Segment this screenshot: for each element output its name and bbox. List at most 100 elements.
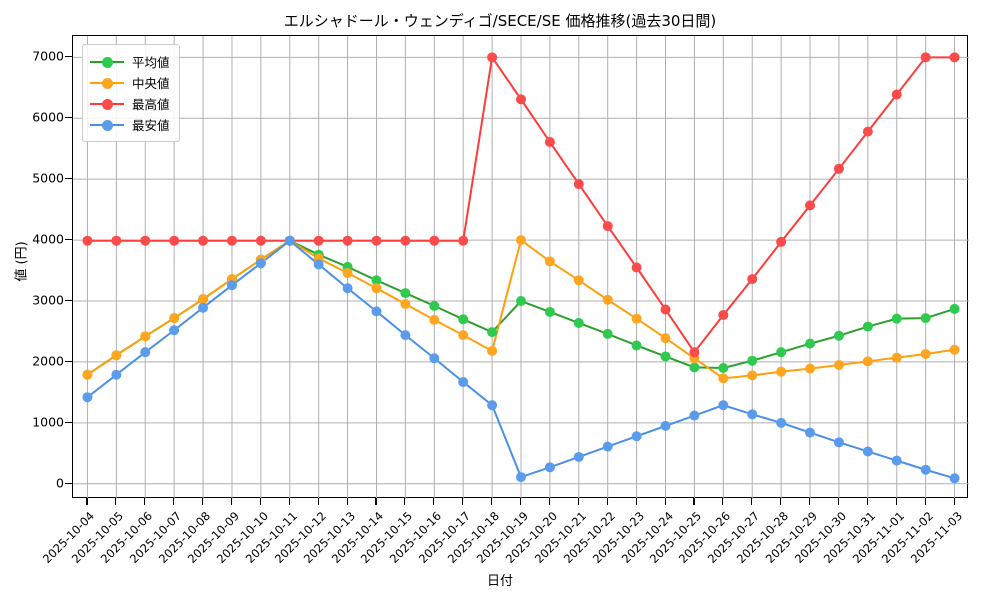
x-axis-tick-labels: 2025-10-04 2025-10-05 2025-10-06 2025-10-07… [40, 506, 968, 576]
data-point [833, 163, 844, 174]
y-axis-tick-mark [65, 56, 72, 58]
data-point [747, 409, 758, 420]
data-point [516, 94, 526, 105]
data-point [660, 333, 671, 344]
data-point [920, 349, 931, 360]
y-axis-tick-mark [65, 178, 72, 180]
data-point [111, 350, 122, 361]
data-point [458, 330, 469, 341]
data-point [516, 296, 526, 307]
x-axis-tick-mark [837, 498, 840, 505]
data-point [660, 304, 671, 315]
x-axis-tick-mark [606, 498, 608, 505]
data-point [891, 352, 902, 363]
data-point [602, 328, 613, 339]
x-axis-tick-mark [693, 498, 695, 505]
x-axis-tick-mark [86, 498, 88, 505]
x-axis-tick-mark [259, 498, 261, 505]
legend-label: 平均値 [132, 55, 170, 70]
x-axis-tick-mark [230, 498, 233, 505]
x-axis-tick-mark [780, 498, 782, 505]
data-point [718, 400, 729, 411]
data-point [487, 327, 498, 338]
y-axis-tick-label: 3000 [32, 292, 64, 308]
y-axis-tick-mark [65, 117, 72, 119]
data-point [198, 294, 209, 305]
y-axis-tick-label: 7000 [32, 48, 64, 64]
x-axis-tick-mark [577, 498, 579, 505]
y-axis-tick-mark [65, 239, 72, 241]
data-point [949, 473, 960, 484]
x-axis-label: 日付 [486, 574, 513, 589]
chart-legend[interactable]: 平均値中央値最高値最安値 [82, 44, 180, 142]
data-point [776, 236, 787, 247]
data-point [284, 235, 295, 246]
legend-item-1[interactable]: 中央値 [90, 72, 170, 93]
data-point [891, 455, 902, 466]
data-point [487, 52, 498, 63]
data-point [805, 200, 816, 211]
data-point [313, 235, 324, 246]
data-point [371, 275, 382, 286]
x-axis-tick-mark [664, 498, 666, 505]
legend-item-0[interactable]: 平均値 [90, 51, 170, 72]
data-point [862, 446, 873, 457]
data-point [660, 420, 671, 431]
data-point [111, 369, 122, 380]
data-point [82, 392, 93, 403]
data-point [487, 345, 498, 356]
data-point [631, 262, 642, 273]
x-axis-tick-mark [202, 498, 204, 505]
x-axis-tick-mark [288, 498, 290, 505]
x-axis-tick-marks [72, 498, 968, 506]
data-point [689, 410, 700, 421]
data-point [805, 427, 816, 438]
data-point [949, 344, 960, 355]
y-axis-tick-label: 0 [56, 475, 64, 491]
data-point [544, 306, 555, 317]
data-point [400, 288, 411, 299]
data-point [573, 179, 584, 190]
data-point [920, 313, 931, 324]
legend-item-3[interactable]: 最安値 [90, 114, 170, 135]
legend-label: 最高値 [132, 97, 170, 112]
legend-swatch-icon [90, 55, 124, 69]
data-point [920, 464, 931, 475]
data-point [544, 256, 555, 267]
data-point [169, 313, 180, 324]
data-point [429, 353, 440, 364]
data-point [226, 280, 237, 291]
y-axis-tick-label: 5000 [32, 170, 64, 186]
data-point [891, 313, 902, 324]
data-point [140, 347, 151, 358]
data-point [862, 126, 873, 137]
legend-item-2[interactable]: 最高値 [90, 93, 170, 114]
x-axis-tick-mark [462, 498, 464, 505]
x-axis-tick-mark [433, 498, 435, 505]
y-axis-tick-labels: 0 1000 2000 3000 4000 5000 6000 7000 [0, 35, 64, 498]
data-point [718, 363, 729, 374]
y-axis-tick-mark [65, 300, 72, 302]
data-point [862, 356, 873, 367]
data-point [458, 377, 469, 388]
data-point [140, 235, 151, 246]
y-axis-tick-label: 2000 [32, 353, 64, 369]
data-point [82, 369, 93, 380]
data-point [82, 235, 93, 246]
data-point [602, 441, 613, 452]
data-point [747, 370, 758, 381]
plot-area [72, 35, 969, 499]
x-axis-tick-mark [722, 498, 724, 505]
x-axis-tick-mark [173, 498, 175, 505]
data-point [833, 437, 844, 448]
data-point [255, 235, 266, 246]
x-axis-tick-mark [548, 498, 550, 505]
data-point [544, 462, 555, 473]
data-point [718, 310, 729, 321]
x-axis-tick-mark [924, 498, 926, 505]
data-point [949, 52, 960, 63]
data-point [631, 340, 642, 351]
data-point [371, 306, 382, 317]
data-point [862, 321, 873, 332]
